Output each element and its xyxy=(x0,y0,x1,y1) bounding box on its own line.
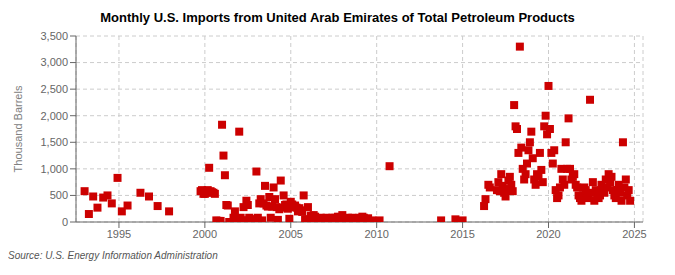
svg-text:2000: 2000 xyxy=(193,228,217,240)
svg-text:3,500: 3,500 xyxy=(40,30,68,42)
html-text:Monthly U.S. Imports from Unit: Monthly U.S. Imports from United Arab Em… xyxy=(100,10,575,25)
svg-text:3,000: 3,000 xyxy=(40,56,68,68)
svg-text:1,000: 1,000 xyxy=(40,163,68,175)
svg-text:2,500: 2,500 xyxy=(40,83,68,95)
svg-text:2005: 2005 xyxy=(279,228,303,240)
svg-text:1,500: 1,500 xyxy=(40,136,68,148)
html-text:Source: U.S. Energy Informatio: Source: U.S. Energy Information Administ… xyxy=(8,250,218,261)
svg-text:2010: 2010 xyxy=(364,228,388,240)
svg-text:2025: 2025 xyxy=(622,228,646,240)
svg-text:2020: 2020 xyxy=(536,228,560,240)
svg-text:Thousand Barrels: Thousand Barrels xyxy=(12,85,24,172)
svg-text:1995: 1995 xyxy=(107,228,131,240)
svg-text:2,000: 2,000 xyxy=(40,110,68,122)
svg-text:0: 0 xyxy=(62,216,68,228)
svg-text:500: 500 xyxy=(50,189,68,201)
svg-text:2015: 2015 xyxy=(450,228,474,240)
